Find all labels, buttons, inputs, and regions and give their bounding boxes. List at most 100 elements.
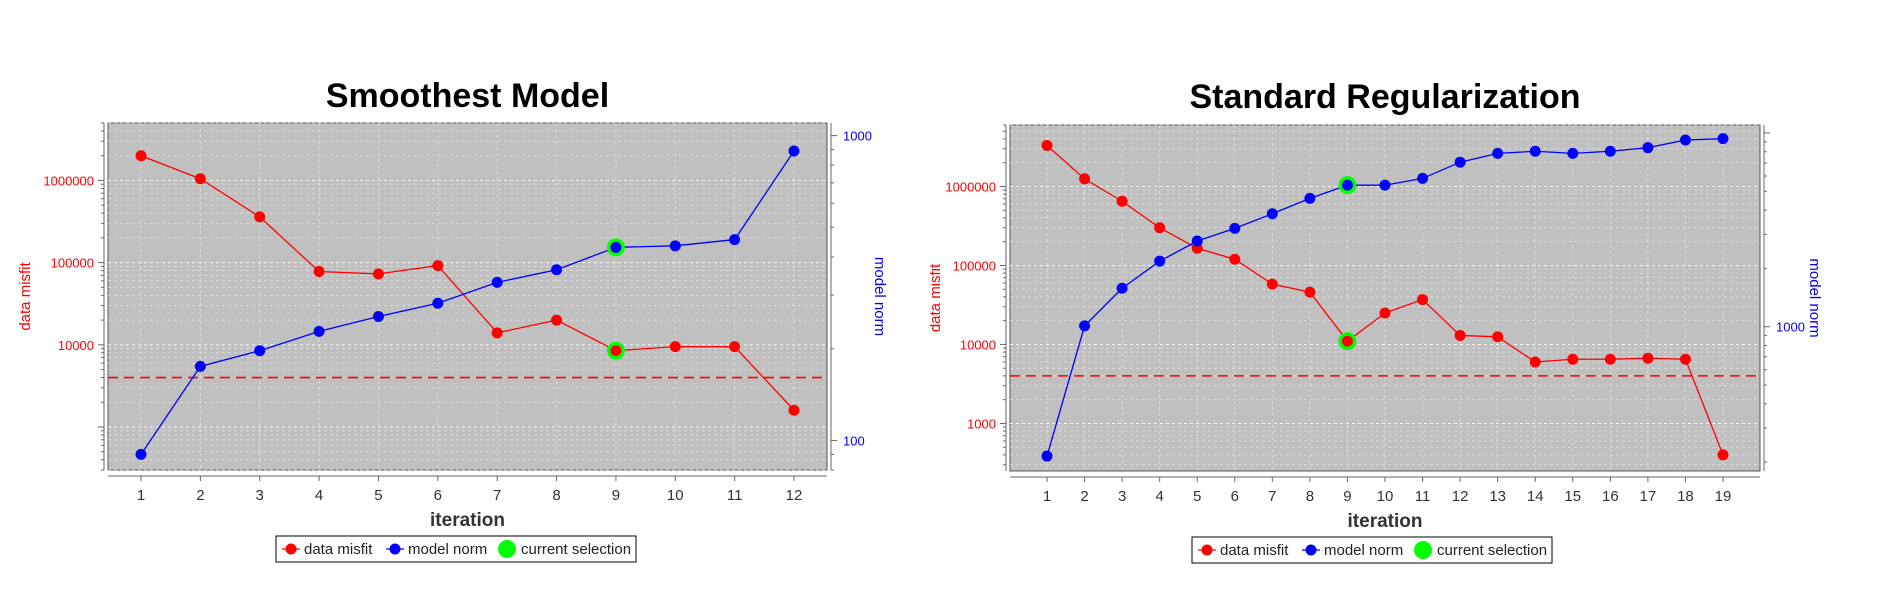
norm-point xyxy=(729,234,741,246)
x-tick-label: 1 xyxy=(137,487,145,504)
norm-point xyxy=(669,240,681,252)
misfit-point xyxy=(729,341,741,353)
standard-regularization-chart: Standard Regularization 1 2 3 4 5 6 7 8 9 10 11 12 13… xyxy=(927,0,1879,599)
misfit-point xyxy=(1642,352,1654,364)
norm-point xyxy=(1642,142,1654,154)
misfit-point xyxy=(1266,278,1278,290)
legend-box xyxy=(275,535,637,563)
legend-norm-label: model norm xyxy=(408,541,487,558)
right-y-tick-label: 1000 xyxy=(843,129,872,144)
legend: data misfit model norm current selection xyxy=(1191,536,1553,564)
legend-norm-label: model norm xyxy=(1324,542,1403,559)
x-tick-label: 15 xyxy=(1564,488,1581,505)
x-tick-label: 1 xyxy=(1043,488,1051,505)
chart-title: Standard Regularization xyxy=(1189,78,1580,116)
x-tick-label: 6 xyxy=(434,487,442,504)
misfit-point xyxy=(669,341,681,353)
left-y-tick-label: 10000 xyxy=(58,338,94,353)
norm-point xyxy=(1229,222,1241,234)
x-tick-label: 10 xyxy=(1377,488,1394,505)
norm-point xyxy=(1717,133,1729,145)
x-tick-label: 9 xyxy=(1343,488,1351,505)
x-tick-label: 7 xyxy=(493,487,501,504)
legend-selection-marker xyxy=(498,540,516,558)
misfit-point xyxy=(1492,331,1504,343)
norm-point xyxy=(1341,179,1353,191)
x-tick-label: 12 xyxy=(786,487,803,504)
chart-title: Smoothest Model xyxy=(326,77,609,115)
norm-point xyxy=(610,241,622,253)
norm-point xyxy=(551,264,563,276)
x-tick-label: 8 xyxy=(552,487,560,504)
x-tick-label: 11 xyxy=(1415,488,1431,505)
misfit-point xyxy=(1679,353,1691,365)
right-y-tick-label: 100 xyxy=(843,433,865,448)
misfit-point xyxy=(1604,353,1616,365)
x-tick-label: 12 xyxy=(1452,488,1469,505)
norm-point xyxy=(254,345,266,357)
norm-point xyxy=(1116,282,1128,294)
norm-point xyxy=(1079,320,1091,332)
x-tick-label: 3 xyxy=(1118,488,1126,505)
misfit-point xyxy=(1529,356,1541,368)
misfit-point xyxy=(1229,253,1241,265)
legend-misfit-marker xyxy=(285,543,297,555)
legend-norm-marker xyxy=(1305,544,1317,556)
x-axis-title: iteration xyxy=(430,510,505,531)
x-tick-label: 10 xyxy=(667,487,684,504)
legend-selection-label: current selection xyxy=(521,541,631,558)
norm-point xyxy=(194,360,206,372)
legend-selection-label: current selection xyxy=(1437,542,1547,559)
legend-misfit-label: data misfit xyxy=(304,541,373,558)
misfit-point xyxy=(1116,195,1128,207)
right-y-axis-title: model norm xyxy=(1806,258,1823,337)
x-axis-title: iteration xyxy=(1348,511,1423,532)
misfit-point xyxy=(135,150,147,162)
norm-point xyxy=(1567,147,1579,159)
norm-point xyxy=(1454,156,1466,168)
legend-norm-marker xyxy=(389,543,401,555)
x-tick-label: 4 xyxy=(1155,488,1163,505)
left-y-axis: 1000 10000 100000 1000000 xyxy=(945,124,1007,471)
norm-point xyxy=(1417,172,1429,184)
misfit-point xyxy=(1717,449,1729,461)
norm-point xyxy=(788,145,800,157)
misfit-series-line xyxy=(140,155,795,411)
x-tick-label: 9 xyxy=(612,487,620,504)
legend-box xyxy=(1191,536,1553,564)
misfit-point xyxy=(313,266,325,278)
x-tick-label: 4 xyxy=(315,487,323,504)
legend-misfit-label: data misfit xyxy=(1220,542,1289,559)
x-tick-label: 19 xyxy=(1715,488,1732,505)
misfit-point xyxy=(610,345,622,357)
misfit-point xyxy=(788,404,800,416)
legend-misfit-marker xyxy=(1201,544,1213,556)
misfit-point xyxy=(1379,307,1391,319)
x-tick-label: 3 xyxy=(256,487,264,504)
misfit-point xyxy=(1304,286,1316,298)
left-y-axis-title: data misfit xyxy=(17,261,34,330)
plot-area xyxy=(107,122,828,471)
left-y-tick-label: 100000 xyxy=(51,256,94,271)
norm-point xyxy=(1304,192,1316,204)
norm-point xyxy=(1266,208,1278,220)
norm-point xyxy=(1604,145,1616,157)
norm-point xyxy=(432,297,444,309)
left-y-tick-label: 1000000 xyxy=(43,173,94,188)
x-tick-label: 17 xyxy=(1640,488,1657,505)
x-tick-label: 14 xyxy=(1527,488,1544,505)
right-y-tick-label: 1000 xyxy=(1776,320,1805,335)
right-y-axis: 100 1000 xyxy=(830,123,872,471)
misfit-point xyxy=(1417,294,1429,306)
norm-point xyxy=(1191,235,1203,247)
norm-point xyxy=(1529,145,1541,157)
x-tick-label: 13 xyxy=(1489,488,1506,505)
misfit-point xyxy=(194,173,206,185)
misfit-point xyxy=(372,268,384,280)
left-y-axis: 10000 100000 1000000 xyxy=(43,122,105,471)
x-tick-label: 16 xyxy=(1602,488,1619,505)
misfit-point xyxy=(551,314,563,326)
misfit-point xyxy=(1041,140,1053,152)
